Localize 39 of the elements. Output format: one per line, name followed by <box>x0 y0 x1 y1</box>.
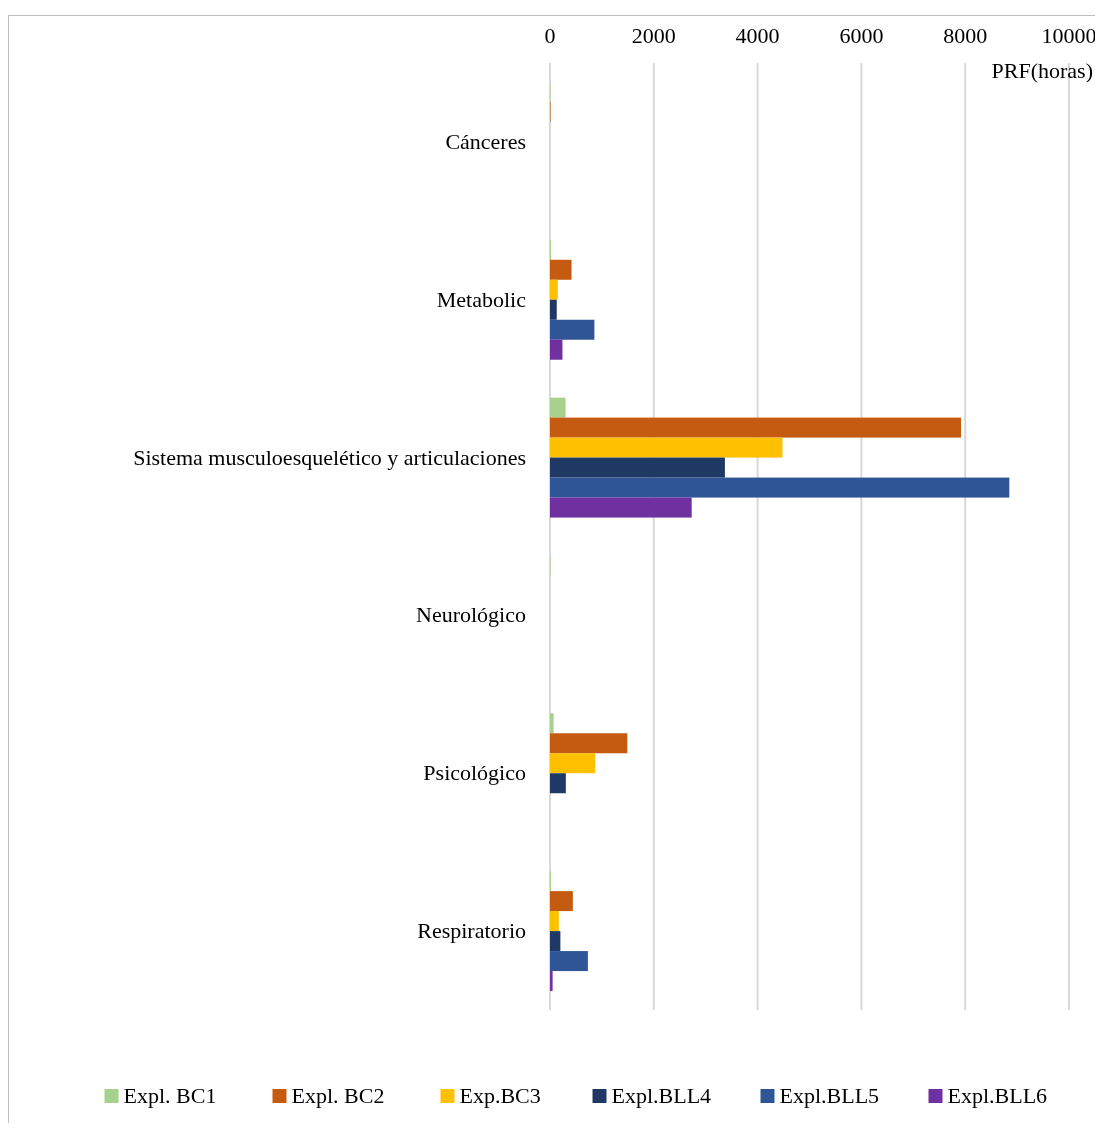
bar <box>550 477 1010 498</box>
x-tick-label: 2000 <box>631 23 676 48</box>
x-tick-label: 10000 <box>1041 23 1097 48</box>
bar <box>550 497 692 518</box>
bar <box>550 397 566 418</box>
bar <box>550 319 595 340</box>
x-axis-title: PRF(horas) <box>991 58 1093 83</box>
bar <box>550 259 572 280</box>
bar <box>550 951 588 972</box>
legend-label: Expl. BC1 <box>123 1083 217 1108</box>
bar <box>550 911 559 932</box>
bar <box>550 713 554 734</box>
x-tick-label: 0 <box>544 23 556 48</box>
x-tick-label: 8000 <box>943 23 988 48</box>
y-tick-label: Metabolic <box>436 286 527 312</box>
x-tick-label: 4000 <box>735 23 780 48</box>
legend-label: Exp.BC3 <box>459 1083 541 1108</box>
bar <box>550 733 628 754</box>
y-tick-label: Respiratorio <box>417 918 526 944</box>
bar <box>550 773 566 794</box>
bar <box>550 437 783 458</box>
legend-label: Expl.BLL5 <box>779 1083 880 1108</box>
bar <box>550 339 563 360</box>
y-tick-label: Psicológico <box>423 760 526 786</box>
x-tick-label: 6000 <box>839 23 884 48</box>
bar <box>550 891 573 912</box>
y-tick-label: Neurológico <box>416 602 526 628</box>
bar <box>550 279 558 300</box>
bar <box>550 931 561 952</box>
bar <box>550 971 553 992</box>
bar <box>550 753 596 774</box>
y-tick-label: Cánceres <box>445 128 526 154</box>
bar <box>550 457 725 478</box>
legend-label: Expl. BC2 <box>291 1083 385 1108</box>
bar <box>550 417 962 438</box>
y-tick-label: Sistema musculoesquelético y articulaciones <box>133 444 526 470</box>
bar <box>550 299 557 320</box>
legend-label: Expl.BLL4 <box>611 1083 712 1108</box>
legend-label: Expl.BLL6 <box>947 1083 1048 1108</box>
